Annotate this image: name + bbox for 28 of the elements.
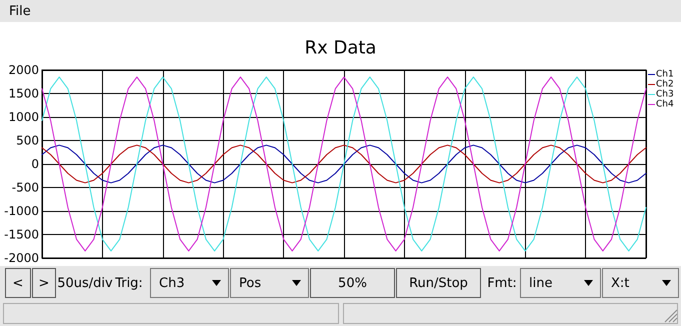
text: File	[9, 4, 31, 19]
text: Pos	[230, 268, 309, 298]
y-tick-label: -1000	[4, 204, 39, 218]
text: Ch3	[150, 268, 229, 298]
legend-label: Ch1	[656, 70, 674, 80]
text: line	[520, 268, 601, 298]
legend-label: Ch3	[656, 90, 674, 100]
y-tick-label: 2000	[8, 63, 39, 77]
chart-title: Rx Data	[304, 38, 376, 58]
text: Run/Stop	[396, 268, 481, 298]
text: <	[5, 268, 31, 298]
text: Fmt:	[486, 274, 518, 292]
y-tick-label: -500	[12, 180, 39, 194]
legend-label: Ch4	[656, 100, 674, 110]
y-tick-label: -2000	[4, 251, 39, 265]
y-tick-label: 0	[31, 157, 39, 171]
y-tick-label: 1000	[8, 110, 39, 124]
y-tick-label: 1500	[8, 86, 39, 100]
line-series	[42, 76, 646, 252]
text: X:t	[602, 268, 679, 298]
text: Trig:	[114, 274, 144, 292]
text: >	[32, 268, 56, 298]
line-series	[42, 144, 646, 184]
y-tick-label: -1500	[4, 228, 39, 242]
legend-label: Ch2	[656, 80, 674, 90]
text: 50%	[310, 268, 395, 298]
y-tick-label: 500	[16, 134, 39, 148]
text: 50us/div	[57, 274, 113, 292]
